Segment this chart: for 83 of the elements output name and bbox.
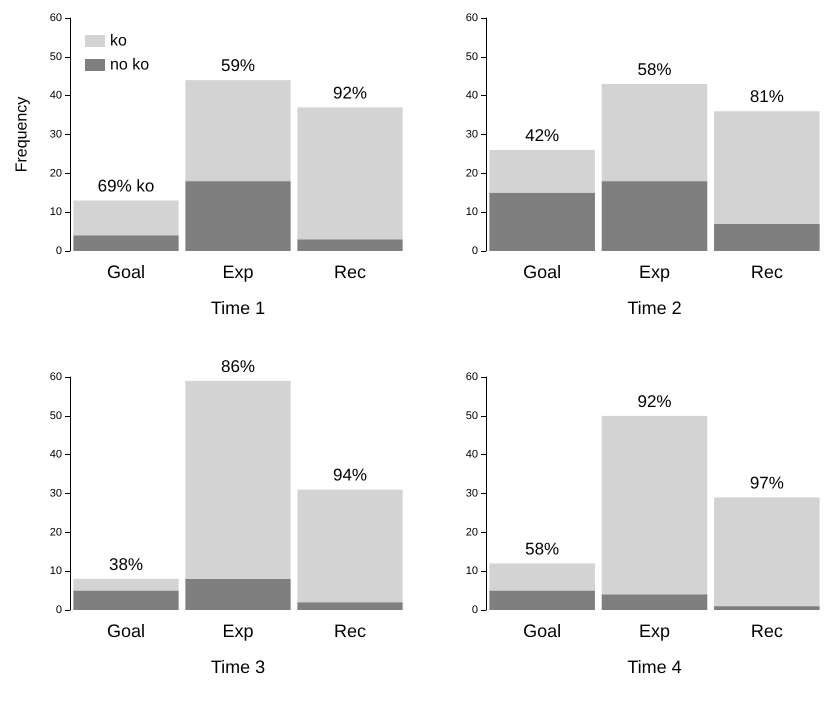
bar: [185, 80, 291, 182]
x-tick-label: Rec: [334, 262, 366, 282]
y-tick-label: 40: [466, 448, 478, 461]
y-axis-title: Frequency: [14, 96, 30, 172]
bar: [73, 590, 179, 610]
y-tick-label: 20: [50, 167, 62, 180]
bar: [185, 380, 291, 579]
bar: [297, 490, 403, 602]
y-tick-label: 10: [466, 565, 478, 578]
bar: [297, 602, 403, 610]
y-tick-label: 60: [466, 12, 478, 24]
bar: [489, 150, 595, 193]
x-axis-title: Time 1: [210, 298, 266, 318]
y-tick-label: 40: [50, 90, 62, 102]
x-tick-label: Rec: [750, 262, 783, 282]
annotation: 42%: [525, 126, 560, 146]
x-tick-label: Exp: [222, 262, 254, 282]
bar: [185, 181, 291, 251]
bar: [73, 578, 179, 591]
y-tick-label: 60: [466, 371, 478, 383]
y-tick-label: 20: [466, 167, 478, 180]
y-tick-label: 30: [50, 128, 62, 140]
x-tick-label: Exp: [222, 621, 254, 641]
x-axis-title: Time 3: [210, 657, 266, 677]
y-tick-label: 30: [466, 488, 478, 500]
y-tick-label: 0: [56, 604, 62, 616]
bar: [489, 563, 595, 591]
bar: [489, 192, 595, 251]
bar: [297, 239, 403, 251]
y-tick-label: 50: [466, 410, 478, 422]
legend-label: no ko: [110, 56, 150, 74]
bar: [714, 111, 820, 224]
x-tick-label: Rec: [334, 621, 366, 641]
bar: [185, 578, 291, 610]
legend-label: ko: [110, 32, 127, 50]
annotation: 58%: [637, 60, 672, 80]
bar: [602, 416, 708, 594]
y-tick-label: 40: [466, 90, 478, 102]
annotation: 81%: [750, 87, 784, 106]
y-tick-label: 50: [50, 50, 62, 63]
bar: [602, 84, 708, 182]
y-tick-label: 20: [466, 526, 478, 538]
bar: [489, 590, 595, 610]
y-tick-label: 40: [50, 448, 62, 461]
y-tick-label: 20: [50, 526, 62, 538]
y-tick-label: 60: [50, 12, 62, 24]
x-tick-label: Exp: [638, 621, 670, 641]
x-tick-label: Goal: [523, 262, 562, 282]
bar: [602, 594, 708, 610]
annotation: 86%: [220, 356, 256, 376]
y-tick-label: 10: [466, 206, 478, 218]
y-tick-label: 10: [50, 206, 62, 218]
y-tick-label: 0: [56, 245, 62, 257]
x-tick-label: Goal: [106, 621, 146, 641]
y-tick-label: 50: [50, 410, 62, 422]
y-tick-label: 0: [472, 245, 478, 257]
x-axis-title: Time 4: [627, 657, 682, 677]
x-axis-title: Time 2: [627, 298, 682, 318]
annotation: 58%: [525, 539, 560, 558]
y-tick-label: 30: [50, 488, 62, 500]
annotation: 59%: [220, 56, 256, 76]
x-tick-label: Rec: [750, 621, 783, 641]
bar: [73, 235, 179, 251]
annotation: 92%: [637, 392, 672, 411]
annotation: 94%: [332, 466, 368, 485]
annotation: 97%: [750, 473, 784, 492]
x-tick-label: Goal: [106, 262, 146, 282]
bar: [73, 200, 179, 236]
bar: [714, 606, 820, 610]
y-tick-label: 60: [50, 371, 62, 383]
bar: [714, 497, 820, 606]
y-tick-label: 0: [472, 604, 478, 616]
y-tick-label: 30: [466, 128, 478, 140]
annotation: 92%: [332, 83, 368, 102]
bar: [602, 181, 708, 251]
y-tick-label: 10: [50, 565, 62, 578]
annotation: 69% ko: [98, 176, 154, 196]
y-tick-label: 50: [466, 50, 478, 63]
bar: [714, 224, 820, 251]
annotation: 38%: [108, 554, 144, 574]
x-tick-label: Exp: [638, 262, 670, 282]
bar: [297, 107, 403, 240]
x-tick-label: Goal: [523, 621, 562, 641]
